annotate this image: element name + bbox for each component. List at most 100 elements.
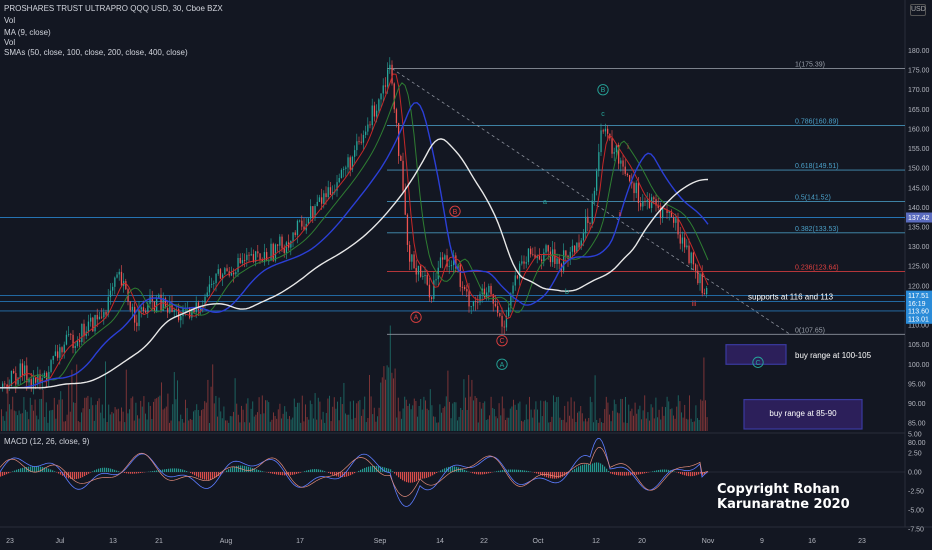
candle-body: [376, 110, 378, 117]
volume-bar: [89, 409, 90, 431]
candle-body: [351, 156, 354, 170]
volume-bar: [399, 411, 401, 431]
macd-hist-bar: [192, 472, 194, 475]
candle-body: [19, 363, 21, 378]
volume-bar: [701, 400, 703, 431]
candle-body: [382, 85, 384, 94]
candle-body: [354, 150, 356, 157]
volume-bar: [586, 421, 588, 431]
volume-bar: [58, 399, 60, 431]
volume-bar: [698, 419, 700, 431]
volume-bar: [156, 398, 158, 431]
volume-bar: [346, 414, 348, 431]
candle-body: [670, 211, 673, 218]
candle-body: [666, 209, 668, 214]
macd-line: [0, 437, 709, 507]
macd-hist-bar: [218, 472, 220, 476]
volume-bar: [125, 369, 127, 431]
volume-bar: [460, 407, 462, 431]
candle-body: [343, 168, 345, 170]
volume-bar: [365, 422, 367, 431]
candle-body: [74, 345, 76, 348]
volume-bar: [12, 396, 14, 431]
macd-hist-bar: [396, 472, 398, 476]
macd-hist-bar: [466, 470, 468, 472]
candle-body: [28, 379, 30, 383]
candle-body: [433, 280, 435, 299]
volume-bar: [66, 414, 68, 431]
candle-body: [556, 258, 558, 264]
macd-hist-bar: [640, 472, 642, 475]
macd-hist-bar: [522, 470, 524, 472]
volume-bar: [265, 400, 266, 431]
volume-bar: [362, 409, 364, 431]
price-tag-label: 117.51: [908, 293, 929, 300]
volume-bar: [213, 403, 215, 431]
volume-bar: [669, 409, 671, 431]
candle-body: [10, 370, 13, 387]
candle-body: [651, 197, 653, 208]
macd-hist-bar: [208, 472, 210, 480]
volume-bar: [287, 418, 289, 431]
macd-hist-bar: [682, 472, 684, 475]
macd-hist-bar: [16, 469, 18, 472]
macd-hist-bar: [66, 472, 68, 478]
volume-bar: [68, 384, 70, 431]
volume-bar: [300, 422, 302, 431]
supports-annotation: supports at 116 and 113: [748, 293, 834, 302]
candle-body: [235, 272, 237, 275]
volume-bar: [4, 420, 6, 431]
candle-body: [189, 307, 191, 318]
volume-bar: [29, 397, 31, 431]
volume-bar: [556, 397, 558, 431]
macd-hist-bar: [414, 472, 416, 482]
candle-body: [534, 254, 536, 258]
macd-hist-bar: [614, 472, 616, 475]
volume-bar: [357, 401, 359, 431]
volume-bar: [453, 402, 455, 431]
volume-bar: [311, 404, 313, 431]
candle-body: [532, 254, 534, 256]
price-tick-label: 150.00: [908, 166, 930, 173]
trend-line: [391, 68, 791, 335]
currency-badge[interactable]: USD: [910, 4, 926, 16]
candle-body: [626, 173, 629, 176]
volume-bar: [665, 407, 666, 431]
candle-body: [706, 288, 708, 295]
candle-body: [417, 265, 420, 275]
macd-hist-bar: [478, 472, 480, 475]
volume-bar: [169, 422, 170, 431]
candle-body: [162, 298, 164, 311]
candle-body: [600, 130, 602, 153]
volume-bar: [564, 405, 566, 431]
volume-bar: [5, 411, 7, 431]
candle-body: [503, 326, 505, 328]
wave-label: a: [543, 199, 547, 206]
volume-bar: [185, 399, 186, 431]
macd-label: MACD (12, 26, close, 9): [4, 437, 90, 446]
macd-hist-bar: [244, 465, 246, 472]
volume-bar: [405, 399, 407, 431]
volume-bar: [189, 418, 191, 431]
candle-body: [644, 201, 646, 202]
candle-body: [475, 301, 477, 303]
volume-bar: [381, 377, 383, 431]
candle-body: [204, 296, 206, 306]
macd-hist-bar: [576, 467, 578, 472]
macd-hist-bar: [30, 466, 32, 472]
volume-bar: [613, 399, 615, 431]
candle-body: [477, 302, 479, 303]
macd-hist-bar: [490, 472, 492, 473]
time-tick-label: 22: [480, 538, 488, 545]
volume-bar: [431, 405, 433, 431]
candle-body: [167, 308, 169, 313]
candle-body: [701, 273, 703, 294]
volume-bar: [492, 407, 494, 431]
volume-bar: [175, 399, 177, 431]
price-tick-label: 120.00: [908, 283, 930, 290]
volume-bar: [580, 406, 582, 431]
macd-hist-bar: [596, 462, 598, 472]
volume-bar: [413, 398, 415, 431]
volume-bar: [71, 369, 73, 431]
